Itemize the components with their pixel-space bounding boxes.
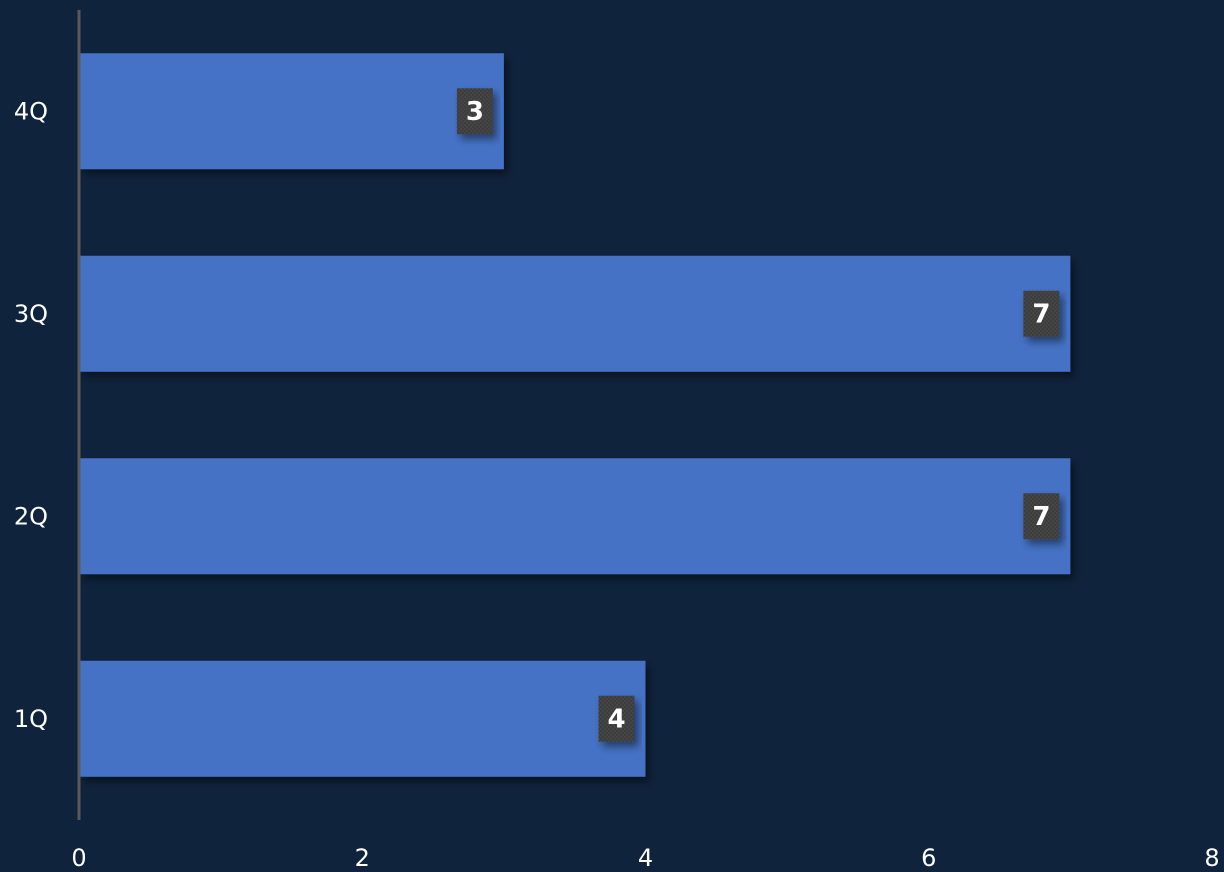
x-tick-label-2: 2 [355, 844, 370, 872]
data-label-box [456, 88, 493, 135]
x-axis-ticks: 0 2 4 6 8 [71, 844, 1219, 872]
x-tick-label-0: 0 [71, 844, 86, 872]
data-label-text: 3 [466, 97, 484, 127]
y-axis-ticks: 1Q 2Q 3Q 4Q [14, 97, 48, 733]
y-tick-label-1Q: 1Q [14, 705, 48, 733]
x-tick-label-8: 8 [1204, 844, 1219, 872]
y-tick-label-2Q: 2Q [14, 502, 48, 530]
labels-layer: 4 7 7 3 [456, 88, 1060, 742]
data-label-text: 7 [1032, 502, 1050, 532]
bar-3Q [79, 255, 1071, 372]
data-label-3Q: 7 [1023, 290, 1060, 337]
x-tick-label-4: 4 [638, 844, 653, 872]
data-label-4Q: 3 [456, 88, 493, 135]
y-tick-label-4Q: 4Q [14, 97, 48, 125]
x-tick-label-6: 6 [921, 844, 936, 872]
y-tick-label-3Q: 3Q [14, 300, 48, 328]
bar-1Q [79, 660, 646, 777]
data-label-text: 7 [1032, 299, 1050, 329]
data-label-box [598, 695, 635, 742]
data-label-text: 4 [607, 704, 625, 734]
bar-4Q [79, 53, 504, 170]
bar-2Q [79, 458, 1071, 575]
data-label-2Q: 7 [1023, 493, 1060, 540]
bars-layer [79, 53, 1071, 777]
data-label-box [1023, 493, 1060, 540]
data-label-1Q: 4 [598, 695, 635, 742]
data-label-box [1023, 290, 1060, 337]
